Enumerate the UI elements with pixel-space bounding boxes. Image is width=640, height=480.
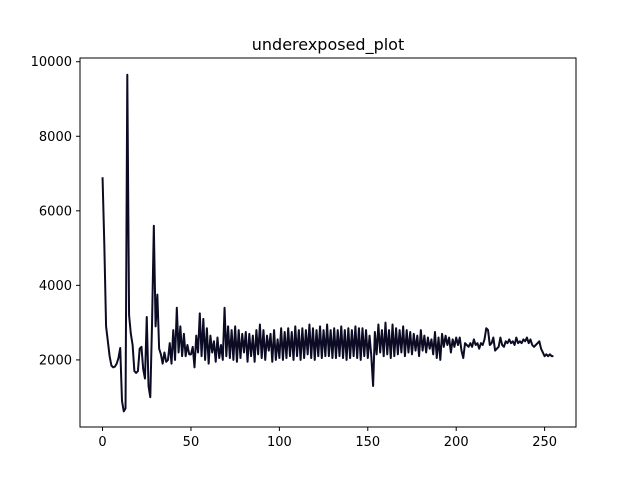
plot-frame <box>79 57 577 428</box>
y-tick-label: 10000 <box>31 55 72 70</box>
x-tick-label: 100 <box>267 435 292 450</box>
y-tick-label: 6000 <box>39 204 72 219</box>
y-axis: 2000 4000 6000 8000 10000 <box>31 55 80 368</box>
series-layer <box>101 73 554 413</box>
y-tick-label: 2000 <box>39 353 72 368</box>
x-axis: 0 50 100 150 200 250 <box>98 427 557 450</box>
x-tick-label: 150 <box>355 435 380 450</box>
chart-title: underexposed_plot <box>252 35 404 55</box>
y-tick-label: 8000 <box>39 130 72 145</box>
x-tick-label: 0 <box>98 435 106 450</box>
x-tick-label: 50 <box>183 435 200 450</box>
series-line <box>101 73 554 413</box>
y-tick-label: 4000 <box>39 279 72 294</box>
x-tick-label: 250 <box>532 435 557 450</box>
x-tick-label: 200 <box>444 435 469 450</box>
